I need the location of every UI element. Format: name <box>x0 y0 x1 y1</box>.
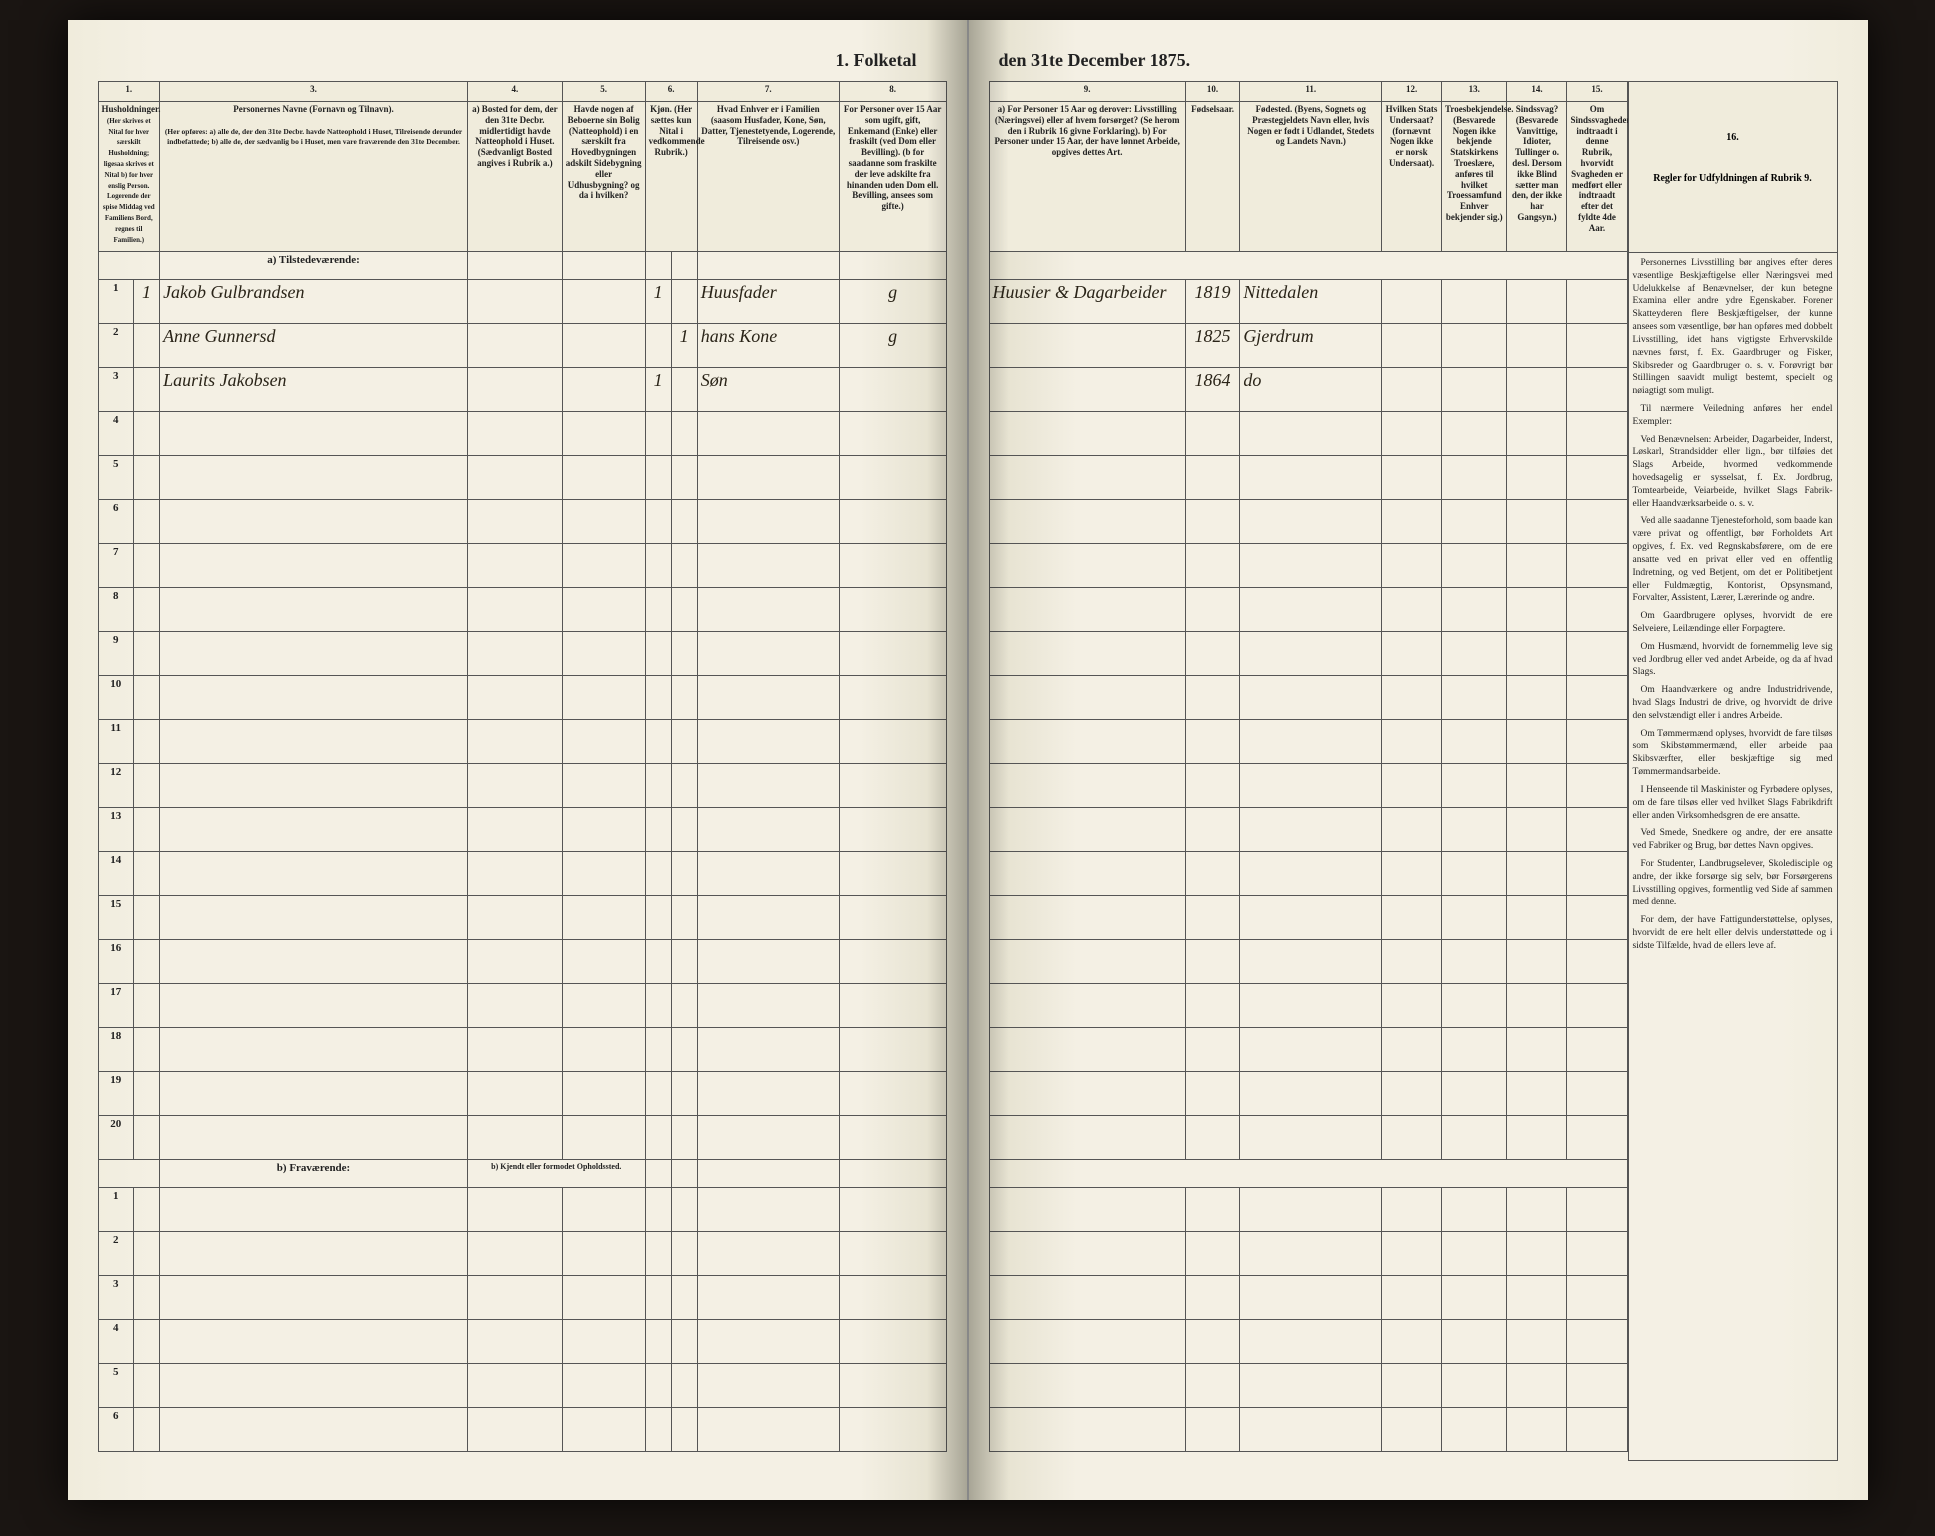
header-5: Havde nogen af Beboerne sin Bolig (Natte… <box>562 102 645 252</box>
instructions-text: Personernes Livsstilling bør angives eft… <box>1629 253 1838 1461</box>
left-page: 1. Folketal 1. 3. 4. 5. 6. 7. 8. <box>68 20 969 1500</box>
table-row: 20 <box>98 1116 946 1160</box>
table-row <box>989 412 1627 456</box>
header-8: For Personer over 15 Aar som ugift, gift… <box>839 102 946 252</box>
table-row <box>989 896 1627 940</box>
table-row <box>989 808 1627 852</box>
table-row: 14 <box>98 852 946 896</box>
table-row: 2 <box>98 1232 946 1276</box>
col-3: 3. <box>160 82 468 102</box>
header-9: a) For Personer 15 Aar og derover: Livss… <box>989 102 1185 252</box>
table-row: 6 <box>98 1408 946 1452</box>
table-row <box>989 1364 1627 1408</box>
table-row: 4 <box>98 412 946 456</box>
col-4: 4. <box>467 82 562 102</box>
col-6: 6. <box>645 82 697 102</box>
col-11: 11. <box>1240 82 1382 102</box>
table-row <box>989 720 1627 764</box>
table-row <box>989 456 1627 500</box>
table-row <box>989 588 1627 632</box>
table-row: 3 <box>98 1276 946 1320</box>
header-12: Hvilken Stats Undersaat? (fornævnt Nogen… <box>1382 102 1442 252</box>
table-row: 1825 Gjerdrum <box>989 324 1627 368</box>
table-row <box>989 1072 1627 1116</box>
table-row: 4 <box>98 1320 946 1364</box>
table-row <box>989 544 1627 588</box>
table-row <box>989 1408 1627 1452</box>
table-row: 10 <box>98 676 946 720</box>
table-row <box>989 940 1627 984</box>
table-row <box>989 1028 1627 1072</box>
col-7: 7. <box>697 82 839 102</box>
census-book: 1. Folketal 1. 3. 4. 5. 6. 7. 8. <box>68 20 1868 1500</box>
col-10: 10. <box>1185 82 1240 102</box>
table-row: 1 <box>98 1188 946 1232</box>
table-row: Huusier & Dagarbeider 1819 Nittedalen <box>989 280 1627 324</box>
col-15: 15. <box>1567 82 1627 102</box>
table-row: 2 Anne Gunnersd 1 hans Kone g <box>98 324 946 368</box>
col-9: 9. <box>989 82 1185 102</box>
table-row <box>989 852 1627 896</box>
table-row <box>989 764 1627 808</box>
col-14: 14. <box>1507 82 1567 102</box>
col-12: 12. <box>1382 82 1442 102</box>
col-13: 13. <box>1442 82 1507 102</box>
table-row <box>989 632 1627 676</box>
right-page: den 31te December 1875. 9. 10. 11. 12. <box>969 20 1868 1500</box>
table-row: 8 <box>98 588 946 632</box>
table-row: 1864 do <box>989 368 1627 412</box>
table-row: 17 <box>98 984 946 1028</box>
col-5: 5. <box>562 82 645 102</box>
census-table-left: 1. 3. 4. 5. 6. 7. 8. Husholdninger. (Her… <box>98 81 947 1452</box>
header-7: Hvad Enhver er i Familien (saasom Husfad… <box>697 102 839 252</box>
col-8: 8. <box>839 82 946 102</box>
table-row <box>989 1276 1627 1320</box>
table-row: 6 <box>98 500 946 544</box>
table-row: 19 <box>98 1072 946 1116</box>
table-row: 5 <box>98 456 946 500</box>
table-row <box>989 1232 1627 1276</box>
table-row: 3 Laurits Jakobsen 1 Søn <box>98 368 946 412</box>
table-row <box>989 984 1627 1028</box>
header-3: Personernes Navne (Fornavn og Tilnavn). … <box>160 102 468 252</box>
section-a-label: a) Tilstedeværende: <box>160 252 468 280</box>
table-row: 12 <box>98 764 946 808</box>
table-row: 16 <box>98 940 946 984</box>
census-table-right: 9. 10. 11. 12. 13. 14. 15. a) For Person… <box>989 81 1628 1452</box>
table-row <box>989 676 1627 720</box>
instructions-column: 16. Regler for Udfyldningen af Rubrik 9.… <box>1628 81 1838 1461</box>
section-b-label: b) Fraværende: <box>160 1160 468 1188</box>
col-16-header: 16. Regler for Udfyldningen af Rubrik 9. <box>1629 81 1838 253</box>
table-row <box>989 500 1627 544</box>
header-1: Husholdninger. (Her skrives et Nital for… <box>98 102 160 252</box>
header-4: a) Bosted for dem, der den 31te Decbr. m… <box>467 102 562 252</box>
table-row <box>989 1188 1627 1232</box>
table-row: 15 <box>98 896 946 940</box>
header-14: Sindssvag? (Besvarede Vanvittige, Idiote… <box>1507 102 1567 252</box>
header-6: Kjøn. (Her sættes kun Nital i vedkommend… <box>645 102 697 252</box>
header-11: Fødested. (Byens, Sognets og Præstegjeld… <box>1240 102 1382 252</box>
table-row: 9 <box>98 632 946 676</box>
page-title-left: 1. Folketal <box>98 50 947 71</box>
header-10: Fødselsaar. <box>1185 102 1240 252</box>
table-row: 13 <box>98 808 946 852</box>
table-row: 7 <box>98 544 946 588</box>
table-row <box>989 1320 1627 1364</box>
header-13: Troesbekjendelse. (Besvarede Nogen ikke … <box>1442 102 1507 252</box>
col-1: 1. <box>98 82 160 102</box>
table-row: 1 1 Jakob Gulbrandsen 1 Huusfader g <box>98 280 946 324</box>
table-row <box>989 1116 1627 1160</box>
table-row: 5 <box>98 1364 946 1408</box>
table-row: 11 <box>98 720 946 764</box>
table-row: 18 <box>98 1028 946 1072</box>
header-15: Om Sindssvagheden/Døvstumheden indtraadt… <box>1567 102 1627 252</box>
page-title-right: den 31te December 1875. <box>989 50 1838 71</box>
